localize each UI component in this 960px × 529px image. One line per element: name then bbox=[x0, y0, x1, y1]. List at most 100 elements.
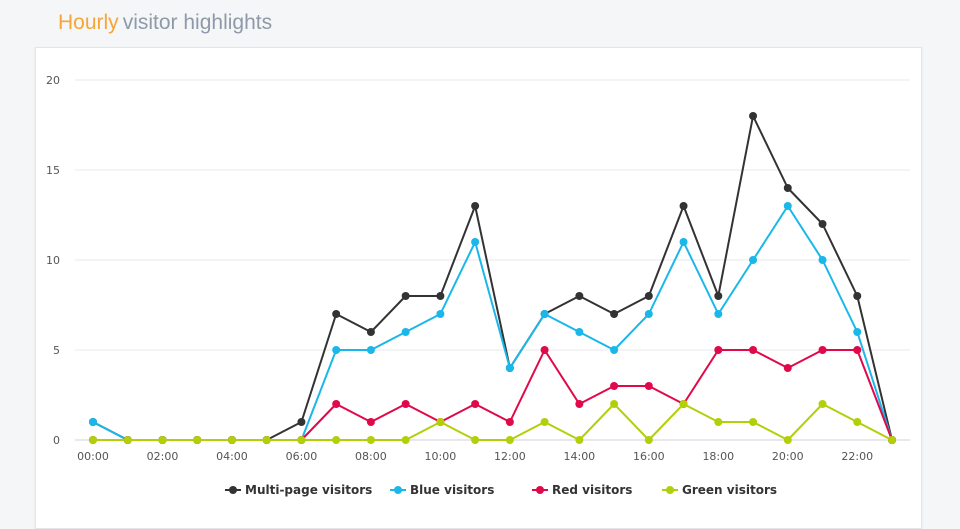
data-point bbox=[123, 436, 132, 444]
data-point bbox=[436, 310, 445, 318]
data-point bbox=[610, 400, 619, 408]
data-point bbox=[644, 310, 653, 318]
x-tick-label: 12:00 bbox=[494, 450, 526, 463]
data-point bbox=[749, 346, 758, 354]
data-point bbox=[818, 400, 827, 408]
legend-marker bbox=[229, 486, 237, 494]
data-point bbox=[89, 418, 97, 426]
data-point bbox=[714, 310, 723, 318]
x-tick-label: 06:00 bbox=[286, 450, 318, 463]
data-point bbox=[471, 400, 480, 408]
x-tick-label: 22:00 bbox=[841, 450, 873, 463]
data-point bbox=[436, 292, 445, 300]
data-point bbox=[783, 202, 792, 210]
y-tick-label: 10 bbox=[46, 254, 60, 267]
data-point bbox=[679, 400, 688, 408]
data-point bbox=[401, 292, 410, 300]
y-tick-label: 15 bbox=[46, 164, 60, 177]
data-point bbox=[332, 436, 341, 444]
data-point bbox=[575, 400, 584, 408]
data-point bbox=[262, 436, 271, 444]
data-point bbox=[644, 292, 653, 300]
data-point bbox=[505, 418, 514, 426]
data-point bbox=[505, 436, 514, 444]
x-tick-label: 00:00 bbox=[77, 450, 109, 463]
series-line bbox=[93, 403, 893, 441]
data-point bbox=[818, 346, 827, 354]
x-tick-label: 14:00 bbox=[563, 450, 595, 463]
chart-card bbox=[35, 47, 922, 529]
data-point bbox=[610, 310, 619, 318]
data-point bbox=[193, 436, 202, 444]
data-point bbox=[818, 256, 827, 264]
data-point bbox=[644, 436, 653, 444]
series-line bbox=[93, 349, 893, 441]
data-point bbox=[749, 418, 758, 426]
data-point bbox=[540, 310, 549, 318]
data-point bbox=[366, 418, 375, 426]
data-point bbox=[158, 436, 167, 444]
data-point bbox=[610, 382, 619, 390]
x-tick-label: 04:00 bbox=[216, 450, 248, 463]
series-line bbox=[92, 115, 893, 441]
data-point bbox=[540, 418, 549, 426]
data-point bbox=[679, 202, 688, 210]
x-tick-label: 16:00 bbox=[633, 450, 665, 463]
data-point bbox=[436, 418, 445, 426]
x-tick-label: 08:00 bbox=[355, 450, 387, 463]
data-point bbox=[853, 328, 862, 336]
data-point bbox=[401, 400, 410, 408]
data-point bbox=[332, 400, 341, 408]
y-tick-label: 20 bbox=[46, 74, 60, 87]
x-tick-label: 10:00 bbox=[425, 450, 457, 463]
data-point bbox=[853, 292, 862, 300]
data-point bbox=[366, 346, 375, 354]
line-chart: 0 5 10 15 20 00:00 02:00 04:00 06:00 08:00 10:00 12… bbox=[46, 74, 910, 497]
data-point bbox=[366, 328, 375, 336]
data-point bbox=[749, 112, 758, 120]
data-point bbox=[818, 220, 827, 228]
data-point bbox=[89, 436, 97, 444]
data-point bbox=[783, 364, 792, 372]
data-point bbox=[575, 328, 584, 336]
data-point bbox=[471, 202, 480, 210]
legend-item: Blue visitors bbox=[410, 483, 494, 497]
data-point bbox=[853, 346, 862, 354]
legend-item: Green visitors bbox=[682, 483, 777, 497]
series-line bbox=[92, 205, 893, 441]
y-tick-label: 0 bbox=[53, 434, 60, 447]
data-point bbox=[610, 346, 619, 354]
data-point bbox=[749, 256, 758, 264]
page-title: Hourly visitor highlights bbox=[58, 11, 272, 35]
y-tick-label: 5 bbox=[53, 344, 60, 357]
data-point bbox=[540, 346, 549, 354]
data-point bbox=[783, 436, 792, 444]
x-tick-label: 20:00 bbox=[772, 450, 804, 463]
data-point bbox=[401, 436, 410, 444]
data-point bbox=[401, 328, 410, 336]
data-point bbox=[853, 418, 862, 426]
data-point bbox=[297, 436, 306, 444]
data-point bbox=[714, 346, 723, 354]
legend-marker bbox=[394, 486, 402, 494]
data-point bbox=[888, 436, 896, 444]
data-point bbox=[714, 292, 723, 300]
legend-item: Red visitors bbox=[552, 483, 632, 497]
data-point bbox=[227, 436, 236, 444]
data-point bbox=[471, 436, 480, 444]
data-point bbox=[575, 292, 584, 300]
data-point bbox=[644, 382, 653, 390]
data-point bbox=[505, 364, 514, 372]
data-point bbox=[679, 238, 688, 246]
legend-marker bbox=[666, 486, 674, 494]
data-point bbox=[471, 238, 480, 246]
data-point bbox=[783, 184, 792, 192]
legend-item: Multi-page visitors bbox=[245, 483, 372, 497]
legend-marker bbox=[536, 486, 544, 494]
title-rest: visitor highlights bbox=[122, 11, 273, 34]
data-point bbox=[332, 310, 341, 318]
data-point bbox=[332, 346, 341, 354]
title-highlight: Hourly bbox=[58, 11, 119, 34]
data-point bbox=[366, 436, 375, 444]
data-point bbox=[714, 418, 723, 426]
